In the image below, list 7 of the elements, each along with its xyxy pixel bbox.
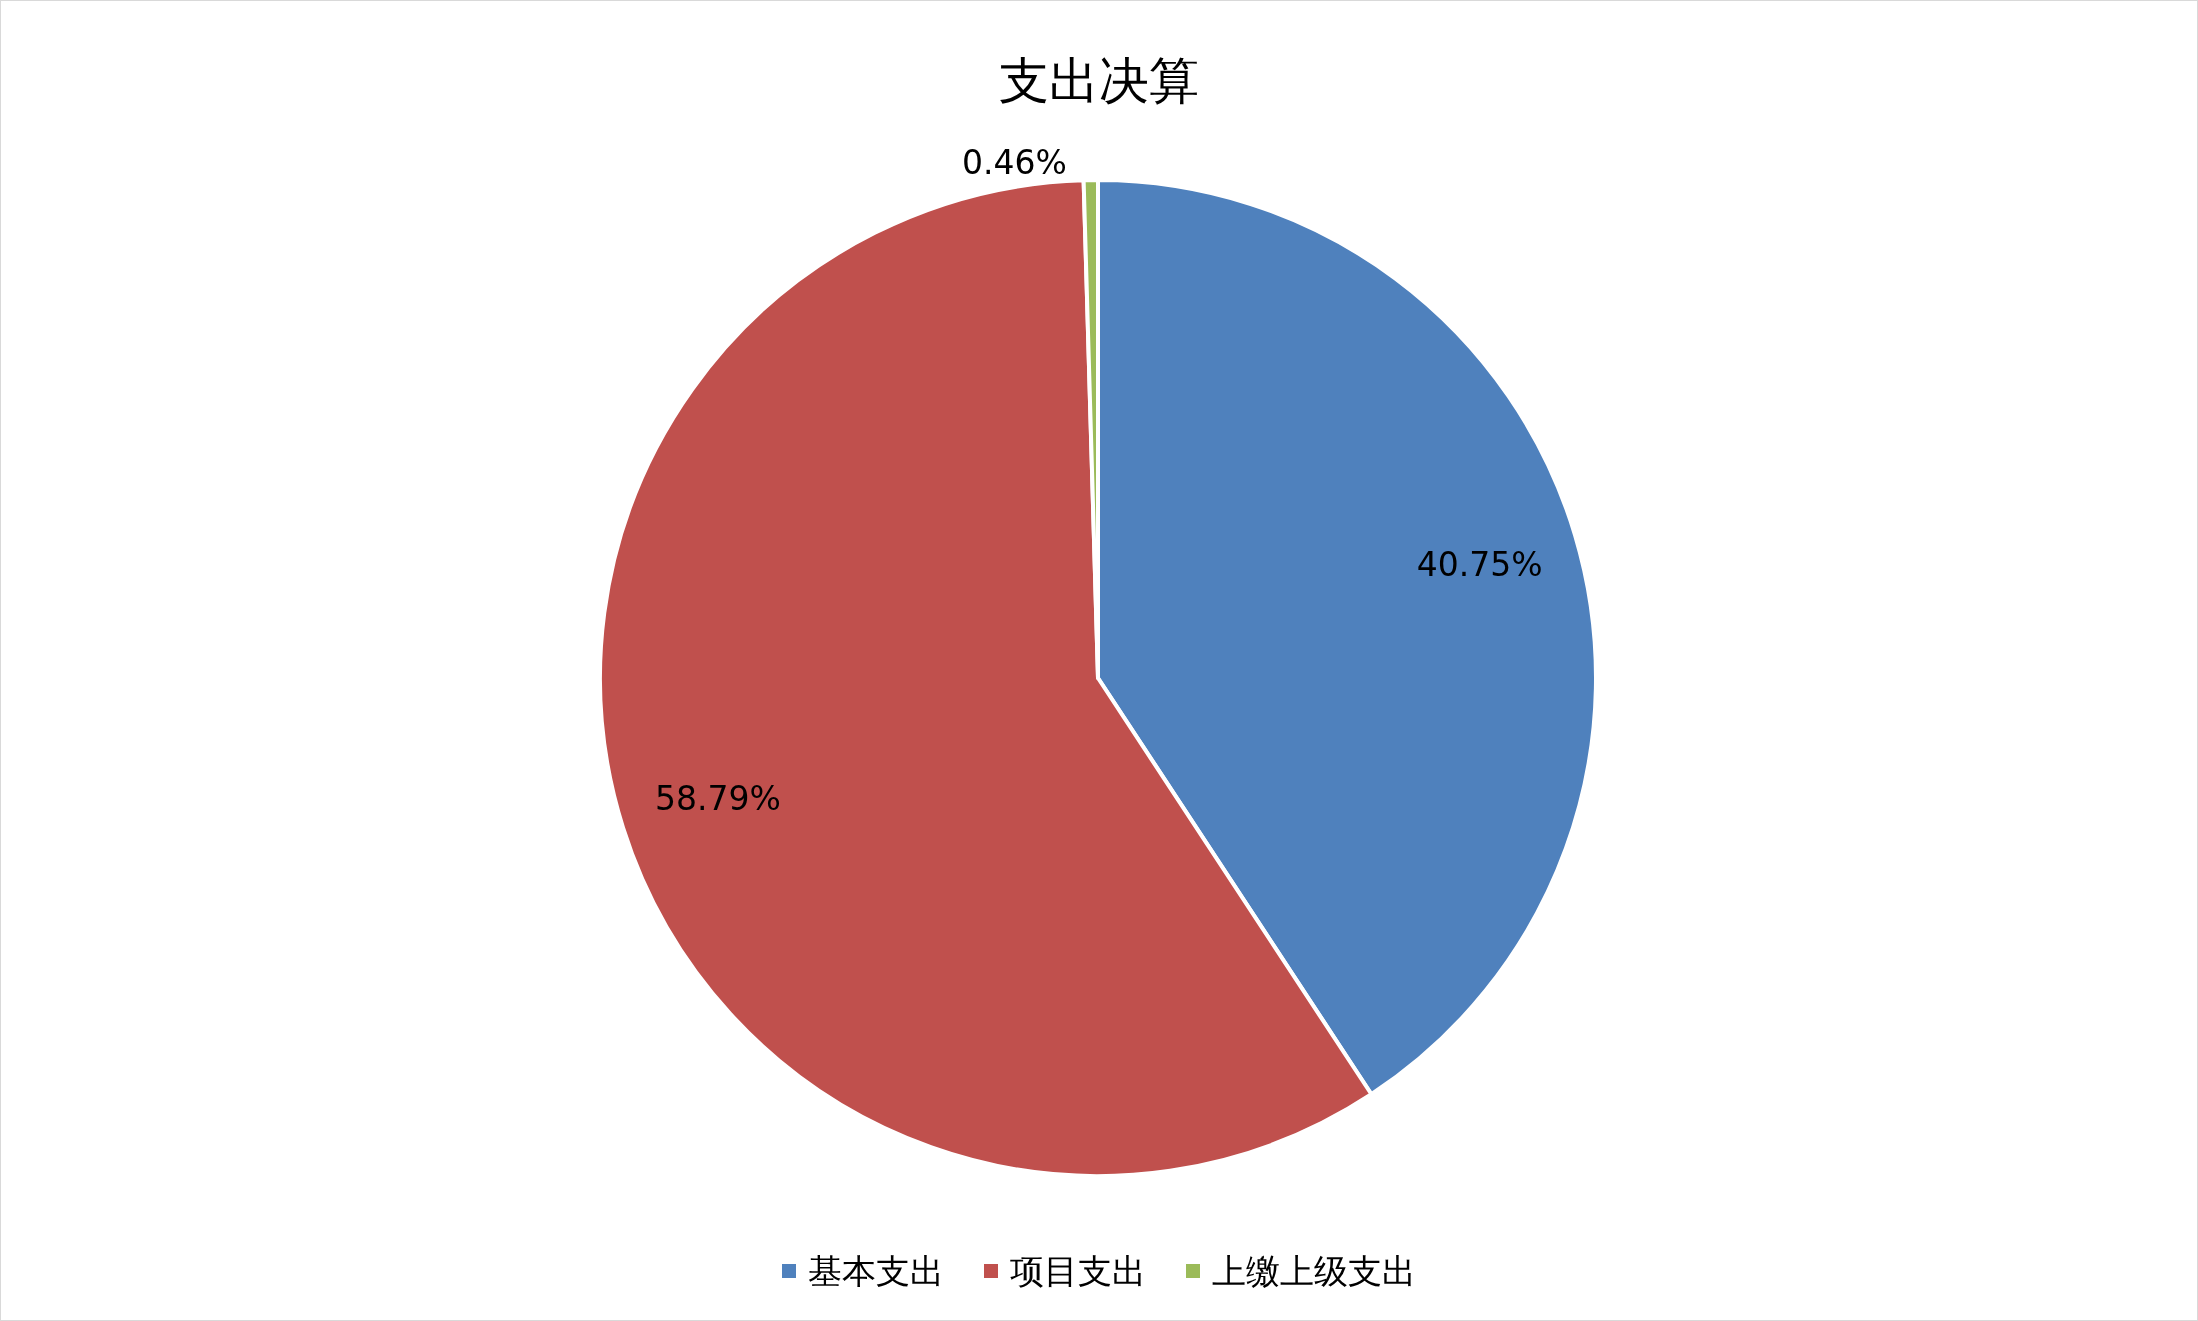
legend-label: 项目支出: [1010, 1251, 1146, 1291]
data-label: 40.75%: [1416, 544, 1543, 584]
data-label: 0.46%: [961, 143, 1067, 183]
legend-label: 基本支出: [808, 1251, 944, 1291]
chart-title: 支出决算: [999, 52, 1199, 110]
legend-label: 上缴上级支出: [1212, 1251, 1416, 1291]
data-label: 58.79%: [655, 778, 781, 818]
